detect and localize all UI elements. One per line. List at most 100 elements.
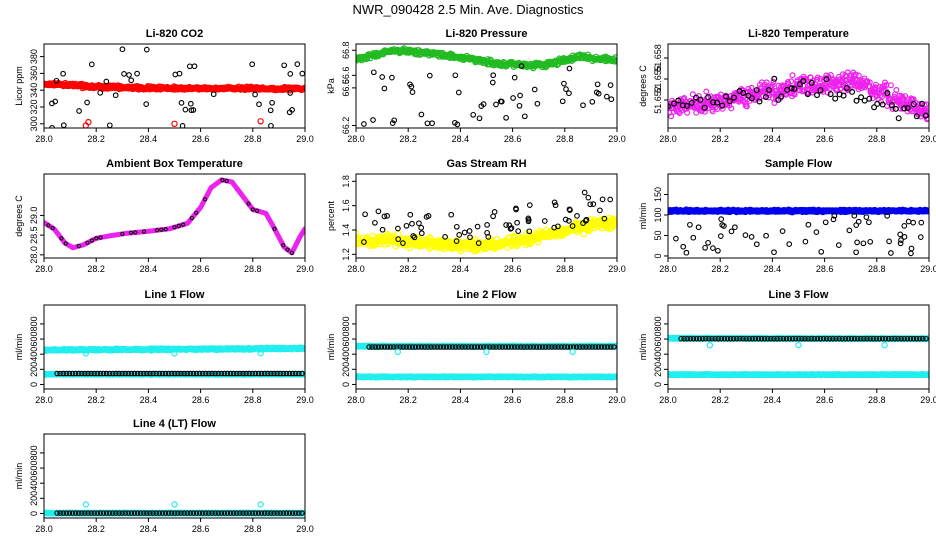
x-tick-label: 28.8 [868,264,886,274]
x-tick-label: 28.0 [659,134,677,144]
point-outliers [875,102,880,107]
point-outliers [743,233,748,238]
point-outliers [893,107,898,112]
point-outliers [819,250,824,255]
point-outliers [390,75,395,80]
point-outliers [408,212,413,217]
point-outliers [691,235,696,240]
point-outliers [560,99,565,104]
point-outliers [703,246,708,251]
y-tick-label: 150 [653,187,663,202]
point-outliers [475,224,480,229]
chart-marks [665,207,931,256]
x-tick-label: 29.0 [920,264,936,274]
x-tick-label: 28.8 [556,395,574,405]
x-tick-label: 28.8 [244,134,262,144]
point-spikes [395,349,400,354]
point-outliers [552,200,557,205]
point-outliers [295,62,300,67]
point-outliers [780,229,785,234]
point-outliers [491,73,496,78]
y-tick-label: 360 [29,66,39,81]
x-tick-label: 28.4 [140,395,158,405]
y-axis-label: kPa [326,78,336,94]
point-outliers [815,93,820,98]
point-outliers [516,229,521,234]
y-tick-label: 28.5 [29,226,39,244]
y-axis-label: Licor ppm [14,66,24,106]
chart-title: Li-820 Pressure [446,28,528,40]
point-outliers [511,96,516,101]
point-outliers [906,219,911,224]
point-band [704,89,709,94]
point-red-outliers [258,119,263,124]
point-outliers [598,208,603,213]
y-tick-label: 380 [29,49,39,64]
point-outliers [564,87,569,92]
point-outliers [457,90,462,95]
x-tick-label: 28.2 [399,134,417,144]
point-outliers [523,114,528,119]
point-outliers [684,250,689,255]
point-outliers [674,236,679,241]
point-outliers [600,197,605,202]
point-outliers [494,102,499,107]
point-outliers [485,223,490,228]
point-outliers [268,108,273,113]
x-tick-label: 28.2 [399,264,417,274]
y-tick-label: 29.0 [29,207,39,225]
point-outliers [535,101,540,106]
y-axis-label: ml/min [14,334,24,361]
point-outliers [711,246,716,251]
point-outliers [518,93,523,98]
point-outliers [477,116,482,121]
point-outliers [515,220,520,225]
point-outliers [772,76,777,81]
x-tick-label: 28.4 [452,395,470,405]
y-tick-label: 200 [29,362,39,377]
point-outliers [749,235,754,240]
point-outliers [605,94,610,99]
x-tick-label: 29.0 [608,264,626,274]
chart-title: Gas Stream RH [446,158,526,170]
point-spikes [570,349,575,354]
x-tick-label: 28.8 [556,264,574,274]
chart-marks [44,179,305,255]
point-spikes [484,349,489,354]
figure-title: NWR_090428 2.5 Min. Ave. Diagnostics [353,2,584,17]
y-tick-label: 0 [653,253,663,258]
point-outliers [90,62,95,67]
y-tick-label: 600 [29,332,39,347]
point-outliers [608,197,613,202]
point-outliers [528,203,533,208]
point-outliers [847,228,852,233]
point-outliers [764,233,769,238]
x-tick-label: 28.2 [87,134,105,144]
point-outliers [755,242,760,247]
point-outliers [491,80,496,85]
point-outliers [688,223,693,228]
point-outliers [902,235,907,240]
x-tick-label: 28.0 [347,264,365,274]
point-outliers [567,66,572,71]
point-outliers [113,93,118,98]
x-tick-label: 28.2 [87,395,105,405]
point-outliers [410,221,415,226]
point-outliers [453,73,458,78]
point-outliers [85,100,90,105]
y-axis-label: ml/min [326,334,336,361]
point-outliers [179,101,184,106]
chart-title: Ambient Box Temperature [106,158,243,170]
point-outliers [269,124,274,129]
point-outliers [455,225,460,230]
point-outliers [833,96,838,101]
x-tick-label: 28.0 [35,395,53,405]
point-outliers [803,239,808,244]
x-tick-label: 28.8 [244,264,262,274]
chart-title: Li-820 CO2 [146,28,203,40]
point-outliers [145,47,150,52]
